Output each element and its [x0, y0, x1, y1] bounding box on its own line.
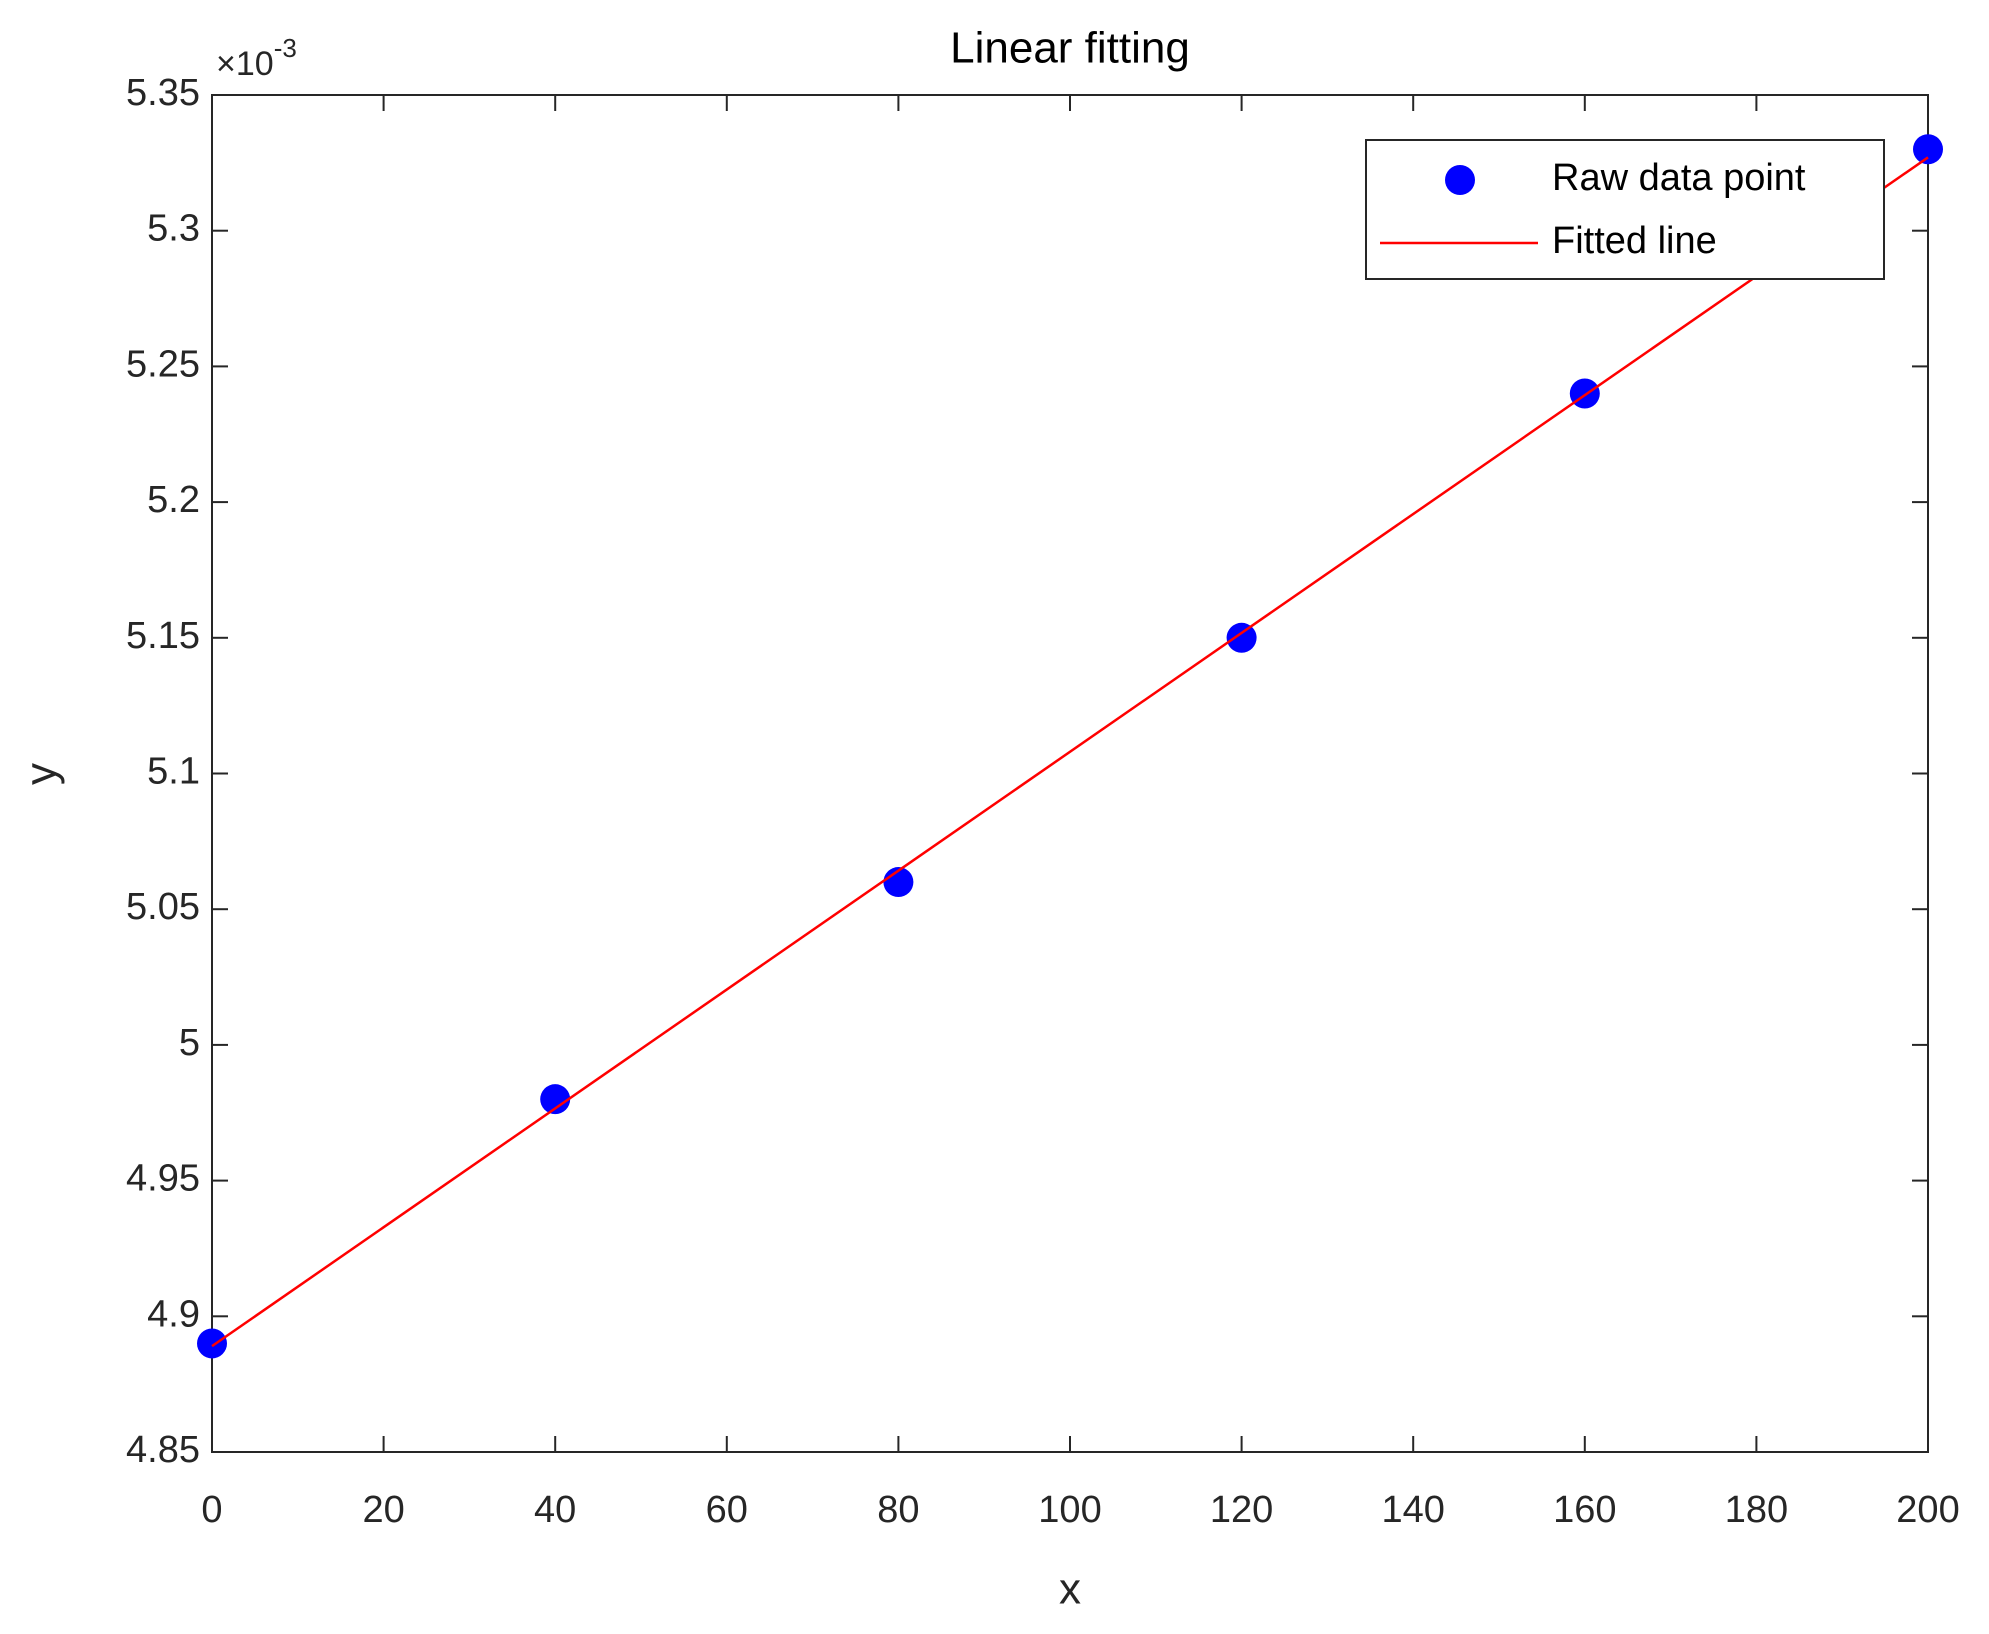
data-point [1913, 134, 1943, 165]
legend-marker [1445, 165, 1475, 195]
legend-box [1365, 139, 1885, 280]
y-tick-label: 4.85 [126, 1429, 200, 1471]
legend-label: Raw data point [1552, 157, 1806, 199]
y-tick-label: 5.3 [147, 208, 200, 250]
y-tick-label: 5.35 [126, 72, 200, 114]
data-point [197, 1328, 227, 1359]
y-tick-label: 5 [179, 1022, 200, 1064]
data-point [540, 1084, 571, 1115]
plot-frame [211, 94, 1929, 1453]
y-tick-label: 4.95 [126, 1158, 200, 1200]
legend-label: Fitted line [1552, 220, 1717, 262]
x-axis-label: x [1059, 1565, 1081, 1614]
x-tick-label: 100 [1038, 1489, 1101, 1531]
x-tick-label: 180 [1725, 1489, 1788, 1531]
y-multiplier-base: ×10 [216, 45, 274, 83]
x-tick-label: 0 [201, 1489, 222, 1531]
x-tick-label: 20 [362, 1489, 404, 1531]
y-multiplier: ×10-3 [216, 33, 297, 83]
y-tick-label: 5.2 [147, 479, 200, 521]
x-tick-label: 160 [1553, 1489, 1616, 1531]
chart-title: Linear fitting [950, 24, 1190, 73]
x-tick-label: 140 [1381, 1489, 1444, 1531]
x-tick-label: 40 [534, 1489, 576, 1531]
y-tick-label: 4.9 [147, 1293, 200, 1335]
y-tick-label: 5.25 [126, 343, 200, 385]
data-point [1569, 378, 1600, 409]
y-tick-label: 5.1 [147, 751, 200, 793]
x-tick-label: 80 [877, 1489, 919, 1531]
x-tick-label: 60 [706, 1489, 748, 1531]
fitted-line [211, 156, 1929, 1348]
x-tick-label: 120 [1210, 1489, 1273, 1531]
data-point [1226, 622, 1257, 653]
y-axis-label: y [17, 763, 66, 785]
y-multiplier-exponent: -3 [274, 33, 297, 63]
x-tick-label: 200 [1896, 1489, 1959, 1531]
y-tick-label: 5.05 [126, 886, 200, 928]
y-tick-label: 5.15 [126, 615, 200, 657]
